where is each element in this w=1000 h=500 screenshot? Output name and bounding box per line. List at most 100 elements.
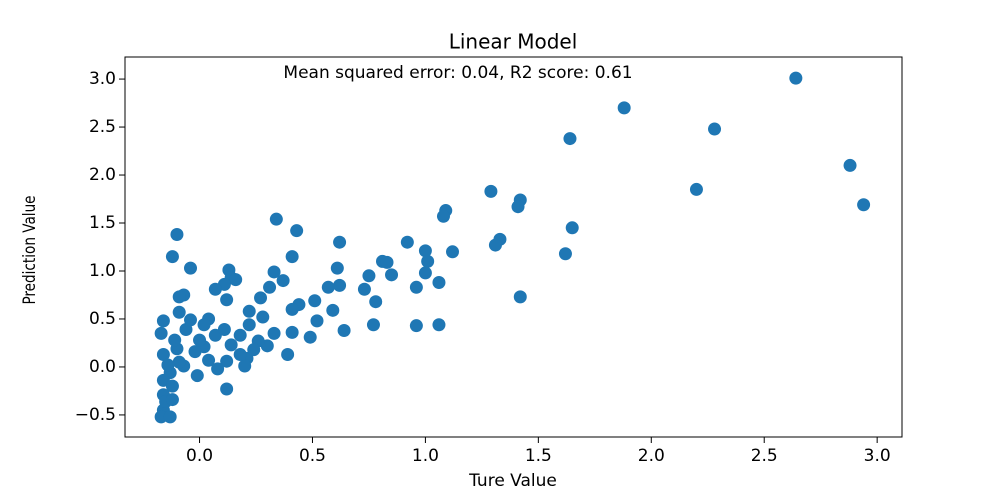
point [220,293,234,307]
point [418,244,432,258]
point [208,282,222,296]
point [233,347,247,361]
x-tick-label: 3.0 [864,446,891,466]
y-tick-label: 2.0 [89,165,116,185]
point [172,290,186,304]
point [488,238,502,252]
y-tick-label: 0.0 [89,357,116,377]
point [380,255,394,269]
point [242,318,256,332]
point [321,280,335,294]
point [446,245,460,259]
point [165,379,179,393]
point [276,274,290,288]
point [330,261,344,275]
point [163,410,177,424]
point [285,302,299,316]
point [188,345,202,359]
y-axis-label: Prediction Value [20,195,40,304]
point [285,325,299,339]
x-tick-label: 2.5 [751,446,778,466]
point [366,318,380,332]
point [184,313,198,327]
y-tick-label: 2.5 [89,117,116,137]
point [789,71,803,85]
point [269,212,283,226]
point [843,158,857,172]
point [436,209,450,223]
y-tick-label: 3.0 [89,69,116,89]
point [161,358,175,372]
point [263,280,277,294]
point [432,276,446,290]
point [432,318,446,332]
y-tick-label: −0.5 [75,405,116,425]
point [202,353,216,367]
point [254,291,268,305]
point [337,323,351,337]
point [197,318,211,332]
point [154,326,168,340]
point [857,198,871,212]
point [247,343,261,357]
x-axis-label: Ture Value [468,471,557,491]
y-tick-label: 1.5 [89,213,116,233]
point [290,224,304,238]
point [156,314,170,328]
point [217,323,231,337]
y-tick-label: 0.5 [89,309,116,329]
point [418,266,432,280]
x-tick-label: 2.0 [638,446,665,466]
point [563,132,577,146]
y-tick-label: 1.0 [89,261,116,281]
point [565,221,579,235]
point [256,310,270,324]
point [333,278,347,292]
point [211,362,225,376]
point [267,265,281,279]
point [154,410,168,424]
point [267,326,281,340]
point [233,328,247,342]
point [229,273,243,287]
point [326,303,340,317]
point [385,268,399,282]
point [184,261,198,275]
point [357,282,371,296]
point [369,295,383,309]
point [281,347,295,361]
annotation: Mean squared error: 0.04, R2 score: 0.61 [283,63,632,83]
point [165,393,179,407]
chart-title: Linear Model [449,30,578,54]
x-tick-label: 1.0 [412,446,439,466]
point [409,280,423,294]
point [484,184,498,198]
point [409,319,423,333]
point [172,355,186,369]
point [708,122,722,136]
point [172,305,186,319]
point [285,250,299,264]
point [224,338,238,352]
point [193,333,207,347]
point [308,294,322,308]
x-tick-label: 1.5 [525,446,552,466]
point [156,347,170,361]
point [689,182,703,196]
point [513,290,527,304]
point [400,235,414,249]
point [170,228,184,242]
point [303,330,317,344]
point [220,354,234,368]
x-tick-label: 0.5 [299,446,326,466]
point [242,304,256,318]
point [165,250,179,264]
point [617,101,631,115]
point [220,382,234,396]
point [333,235,347,249]
x-tick-label: 0.0 [186,446,213,466]
point [421,254,435,268]
point [168,333,182,347]
point [362,269,376,283]
plot-frame [124,56,903,438]
